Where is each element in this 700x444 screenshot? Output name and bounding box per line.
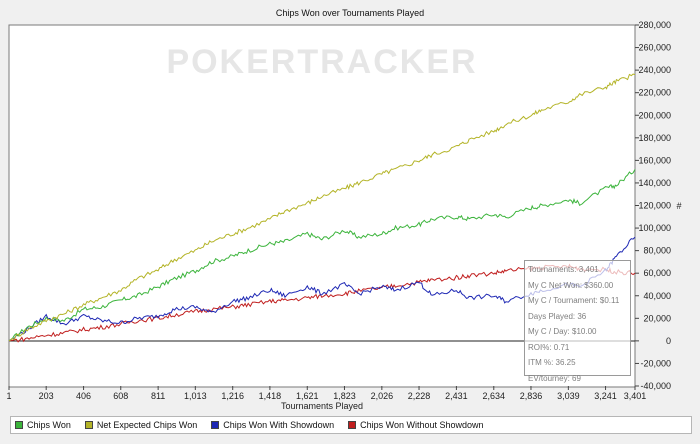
x-tick-label: 2,634: [483, 391, 506, 401]
x-tick-label: 608: [113, 391, 128, 401]
x-tick-label: 406: [76, 391, 91, 401]
legend-label: Chips Won With Showdown: [223, 420, 335, 430]
tooltip-line: ROI%: 0.71: [528, 342, 570, 352]
x-tick-label: 1,418: [259, 391, 282, 401]
y-tick-label: 260,000: [638, 43, 671, 53]
x-tick-label: 203: [39, 391, 54, 401]
legend-swatch: [348, 421, 357, 429]
legend: Chips Won Net Expected Chips Won Chips Won…: [10, 416, 692, 434]
x-axis-label: Tournaments Played: [281, 401, 363, 411]
legend-label: Chips Won: [27, 420, 71, 430]
y-tick-label: 240,000: [638, 65, 671, 75]
y-tick-label: 100,000: [638, 223, 671, 233]
x-tick-label: 3,039: [557, 391, 580, 401]
legend-item[interactable]: Chips Won With Showdown: [211, 420, 334, 430]
x-tick-label: 811: [151, 391, 165, 401]
legend-item[interactable]: Chips Won: [15, 420, 71, 430]
y-axis-label: #: [676, 201, 681, 211]
y-tick-label: 0: [666, 336, 671, 346]
x-tick-label: 1: [6, 391, 11, 401]
chart-title: Chips Won over Tournaments Played: [275, 8, 425, 18]
y-tick-label: 120,000: [638, 201, 671, 211]
tooltip-line: ITM %: 36.25: [528, 358, 576, 367]
watermark: POKERTRACKER: [166, 43, 477, 81]
tooltip-line: Tournaments: 3,401: [528, 265, 599, 274]
y-tick-label: 140,000: [638, 178, 671, 188]
y-tick-label: 40,000: [643, 291, 671, 301]
x-tick-label: 2,228: [408, 391, 431, 401]
y-tick-label: 160,000: [638, 155, 671, 165]
y-tick-label: 280,000: [638, 20, 671, 30]
legend-label: Net Expected Chips Won: [96, 420, 198, 430]
y-tick-label: -40,000: [640, 381, 671, 391]
x-tick-label: 1,216: [221, 391, 244, 401]
tooltip-line: My C Net Won: $360.00: [528, 280, 614, 290]
x-tick-label: 2,026: [371, 391, 394, 401]
y-tick-label: 80,000: [643, 246, 671, 256]
x-tick-label: 2,431: [445, 391, 468, 401]
x-tick-label: 2,836: [520, 391, 543, 401]
x-axis: 1 203 406 608 811 1,013 1,216 1,418 1,621 1,823 2,…: [6, 386, 646, 401]
tooltip-line: My C / Day: $10.00: [528, 327, 597, 336]
legend-swatch: [211, 421, 220, 429]
x-tick-label: 1,013: [184, 391, 207, 401]
legend-item[interactable]: Net Expected Chips Won: [84, 420, 198, 430]
stats-tooltip: Tournaments: 3,401 My C Net Won: $360.00 M…: [524, 260, 631, 383]
x-tick-label: 3,401: [624, 391, 647, 401]
legend-item[interactable]: Chips Won Without Showdown: [348, 420, 484, 430]
tooltip-line: EV/tourney: 69: [528, 373, 581, 383]
legend-swatch: [15, 421, 23, 429]
y-axis: -40,000 -20,000 0 20,000 40,000 60,000 80,000 1…: [635, 20, 671, 391]
tooltip-line: My C / Tournament: $0.11: [528, 296, 620, 305]
legend-label: Chips Won Without Showdown: [360, 420, 484, 430]
y-tick-label: 60,000: [643, 268, 671, 278]
y-tick-label: -20,000: [640, 358, 671, 368]
x-tick-label: 1,621: [296, 391, 319, 401]
tooltip-line: Days Played: 36: [528, 311, 587, 321]
y-tick-label: 200,000: [638, 110, 671, 120]
legend-swatch: [84, 421, 93, 429]
series-line-chips-won: [8, 169, 636, 342]
y-tick-label: 180,000: [638, 133, 671, 143]
y-tick-label: 20,000: [643, 313, 671, 323]
y-tick-label: 220,000: [638, 88, 671, 98]
x-tick-label: 3,241: [594, 391, 617, 401]
x-tick-label: 1,823: [333, 391, 356, 401]
series-line-net-expected-chips-won: [8, 73, 636, 342]
